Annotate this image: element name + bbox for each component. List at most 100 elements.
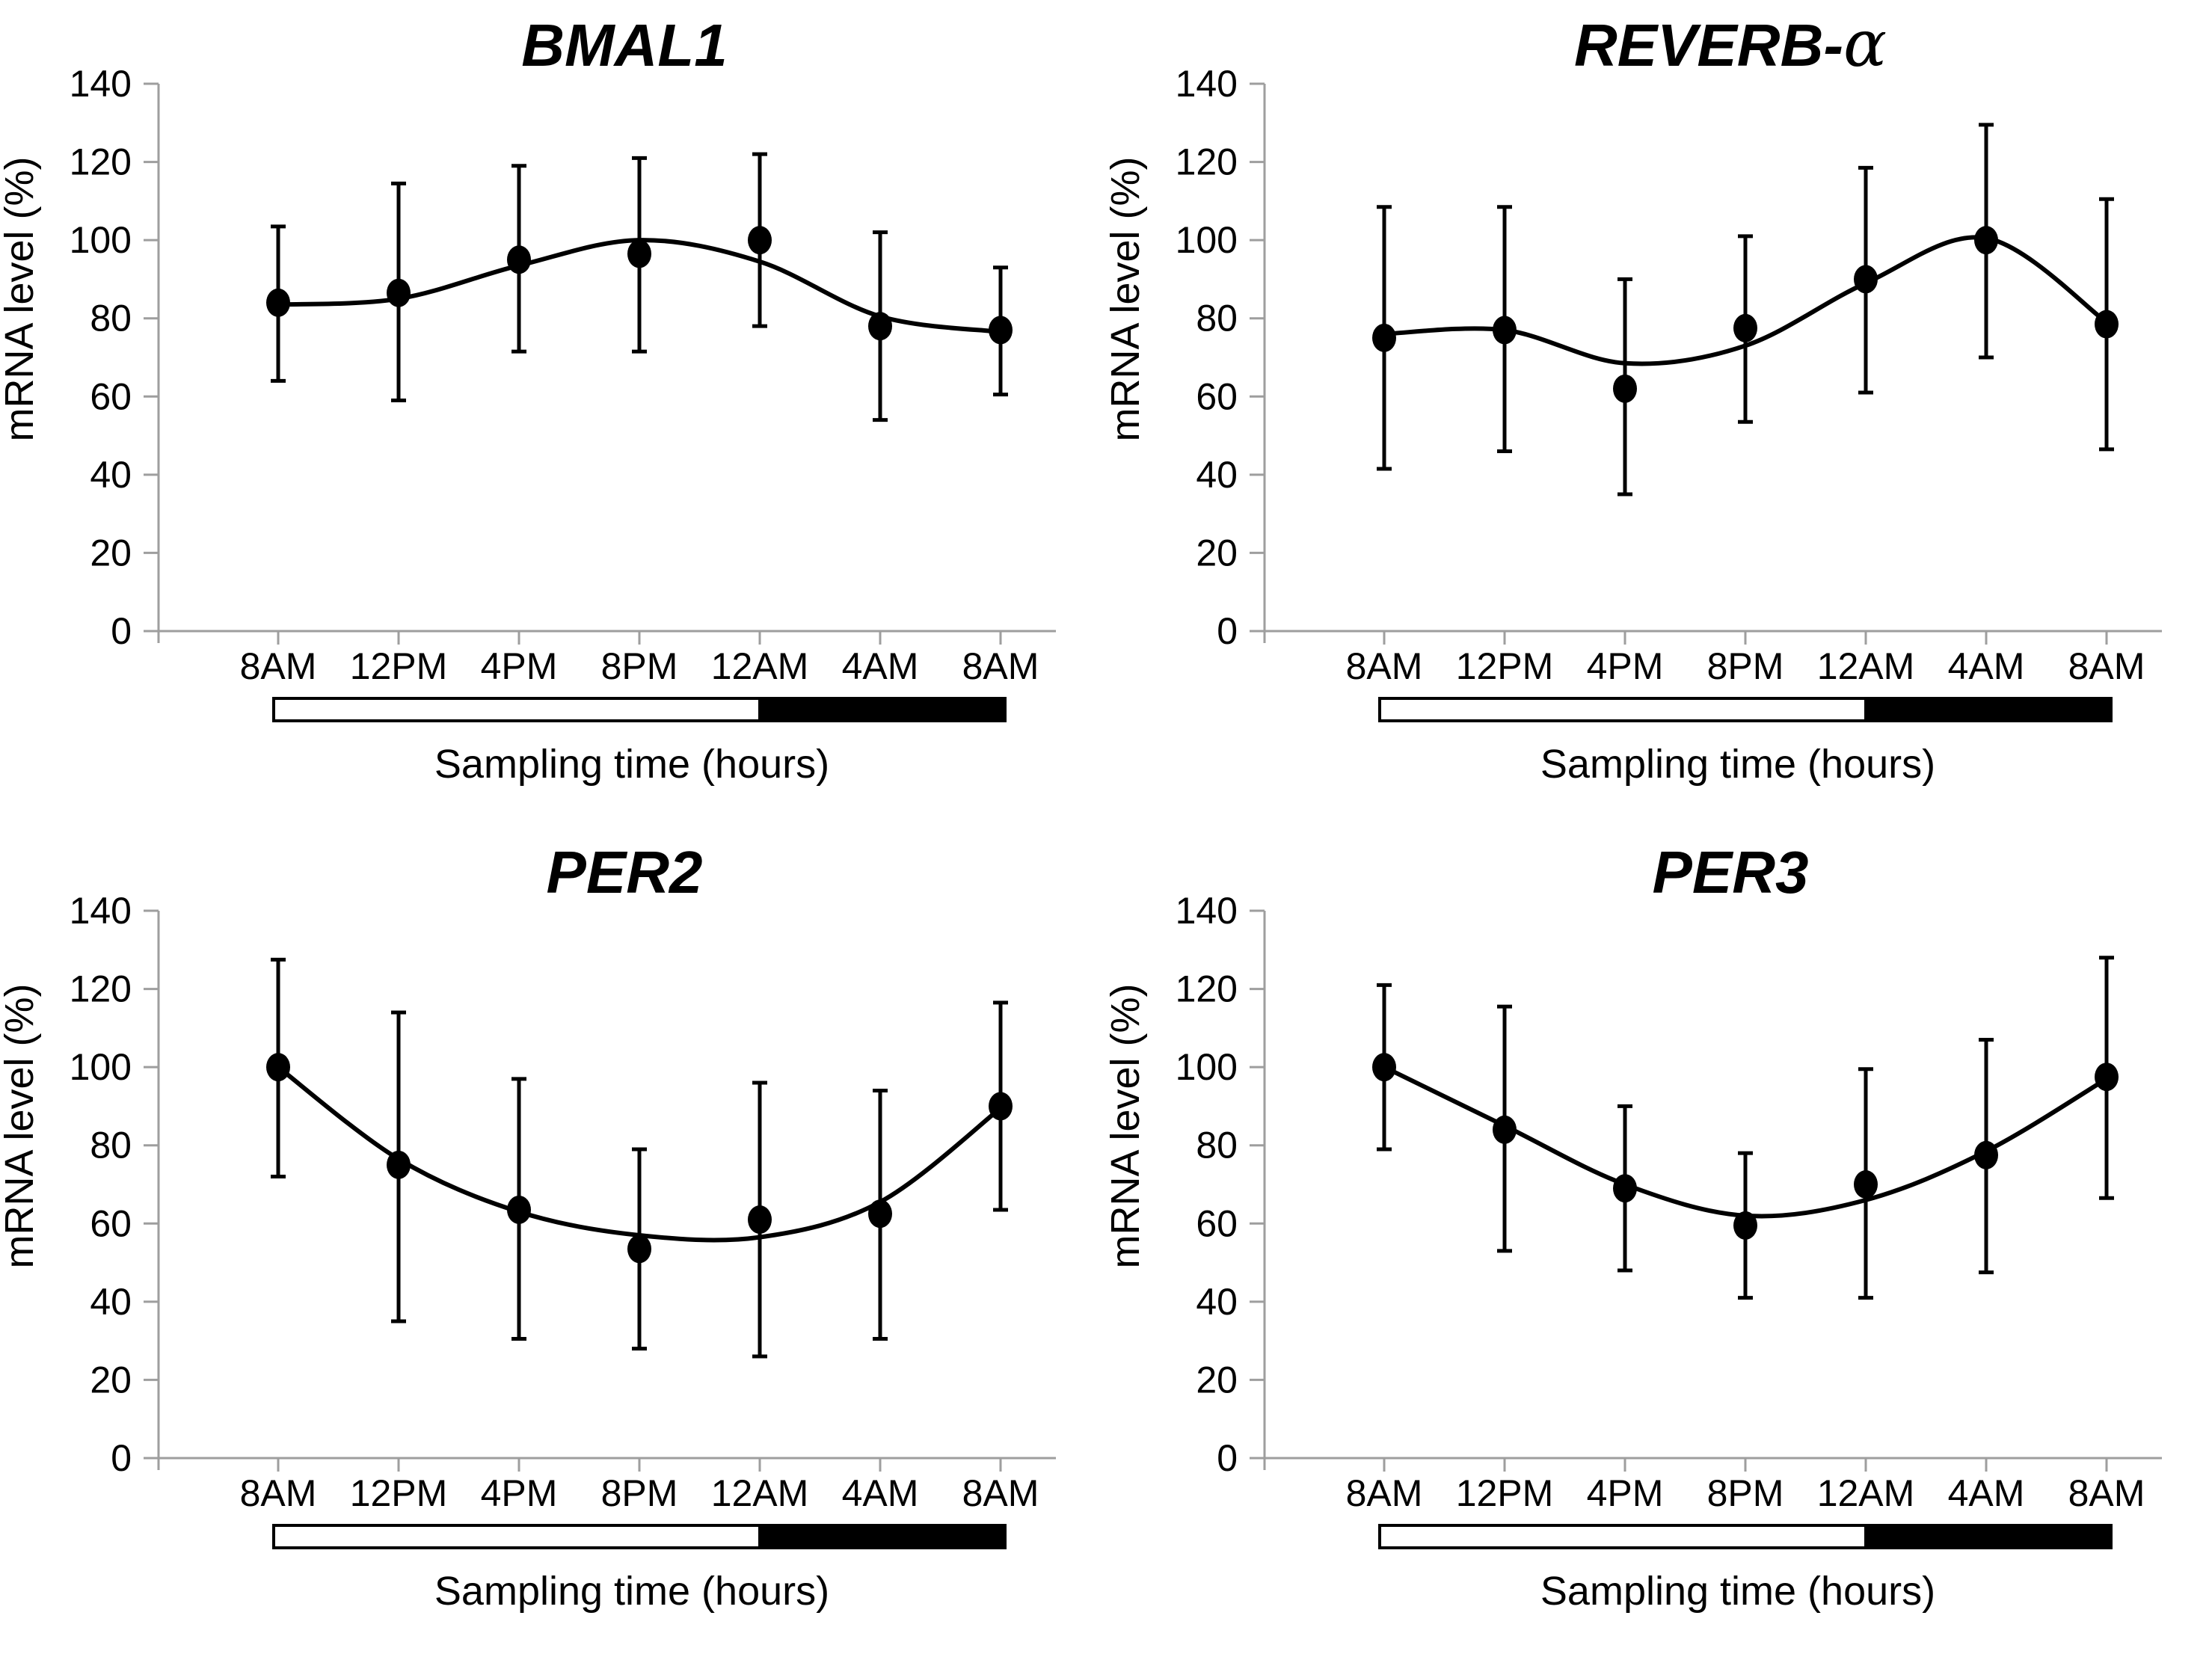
- x-tick-label: 8AM: [2068, 1472, 2145, 1514]
- panel-per2: PER2 0 20 40 60 80 100 120 140 8AM 12PM 4PM 8PM 12AM 4…: [0, 827, 1106, 1654]
- y-tick-label: 100: [70, 1046, 132, 1088]
- x-tick-label: 8AM: [962, 645, 1039, 687]
- x-tick-label: 8AM: [1346, 1472, 1423, 1514]
- data-point: [507, 1195, 531, 1224]
- y-tick-label: 140: [70, 63, 132, 105]
- panel-title: PER2: [547, 839, 703, 906]
- data-point: [627, 239, 651, 268]
- y-tick-label: 20: [1196, 1359, 1238, 1401]
- y-tick-label: 80: [90, 1125, 132, 1166]
- per3-chart: PER3 0 20 40 60 80 100 120 140 8AM 12PM 4PM 8PM 12AM 4…: [1106, 839, 2162, 1614]
- y-tick-label: 140: [1176, 890, 1238, 932]
- x-tick-label: 8PM: [601, 1472, 678, 1514]
- x-axis-title: Sampling time (hours): [1540, 742, 1935, 787]
- y-tick-label: 80: [90, 298, 132, 339]
- data-point: [1372, 323, 1396, 352]
- x-axis-title: Sampling time (hours): [1540, 1569, 1935, 1614]
- y-tick-label: 120: [1176, 141, 1238, 183]
- x-tick-label: 12AM: [711, 645, 809, 687]
- data-point: [1733, 313, 1757, 342]
- x-tick-label: 4PM: [481, 1472, 558, 1514]
- y-tick-label: 80: [1196, 1125, 1238, 1166]
- x-tick-label: 12PM: [350, 645, 448, 687]
- x-tick-label: 4AM: [1948, 645, 2025, 687]
- panel-title: PER3: [1653, 839, 1809, 906]
- x-tick-label: 12AM: [1817, 645, 1915, 687]
- x-tick-label: 12PM: [1456, 1472, 1554, 1514]
- x-tick-label: 4AM: [1948, 1472, 2025, 1514]
- data-point: [1613, 374, 1637, 403]
- y-tick-label: 80: [1196, 298, 1238, 339]
- y-tick-label: 0: [111, 610, 132, 652]
- x-tick-label: 12AM: [711, 1472, 809, 1514]
- data-point: [1854, 1170, 1878, 1199]
- data-point: [627, 1235, 651, 1264]
- panel-title-main: REVERB-: [1574, 12, 1843, 79]
- reverb-alpha-chart: REVERB-α 0 20 40 60 80 100 120 140 8AM 12PM 4PM 8PM 1…: [1106, 7, 2162, 787]
- x-tick-label: 4PM: [481, 645, 558, 687]
- data-point: [507, 245, 531, 274]
- x-tick-label: 8PM: [601, 645, 678, 687]
- data-point: [2095, 1063, 2119, 1092]
- x-tick-label: 8AM: [240, 1472, 317, 1514]
- y-tick-label: 20: [90, 532, 132, 574]
- panel-bmal1: BMAL1 0 20 40 60 80 100 120 140 8AM 12PM 4PM 8PM 12AM…: [0, 0, 1106, 827]
- x-tick-label: 8AM: [1346, 645, 1423, 687]
- x-tick-label: 4AM: [842, 1472, 919, 1514]
- x-tick-label: 4PM: [1587, 1472, 1664, 1514]
- x-tick-label: 12PM: [1456, 645, 1554, 687]
- y-axis-title: mRNA level (%): [1106, 156, 1148, 441]
- panel-title: REVERB-α: [1574, 7, 1887, 82]
- x-tick-label: 8AM: [240, 645, 317, 687]
- y-tick-label: 20: [90, 1359, 132, 1401]
- data-point: [748, 1205, 772, 1235]
- data-point: [989, 1092, 1013, 1121]
- data-point: [1493, 1115, 1517, 1144]
- y-axis-title: mRNA level (%): [0, 983, 42, 1268]
- x-tick-label: 12AM: [1817, 1472, 1915, 1514]
- light-period-bar: [1378, 1524, 1867, 1549]
- data-point: [1974, 1140, 1998, 1169]
- y-tick-label: 60: [1196, 375, 1238, 417]
- data-point: [387, 278, 411, 307]
- y-tick-label: 40: [90, 1281, 132, 1323]
- x-tick-label: 8PM: [1707, 1472, 1784, 1514]
- data-point: [868, 312, 892, 341]
- y-tick-label: 120: [1176, 968, 1238, 1010]
- dark-period-bar: [758, 1524, 1007, 1549]
- panel-reverb-alpha: REVERB-α 0 20 40 60 80 100 120 140 8AM 12PM 4PM 8PM 1…: [1106, 0, 2212, 827]
- per2-chart: PER2 0 20 40 60 80 100 120 140 8AM 12PM 4PM 8PM 12AM 4…: [0, 839, 1056, 1614]
- y-tick-label: 60: [90, 375, 132, 417]
- y-tick-label: 0: [1217, 1437, 1238, 1479]
- data-point: [868, 1199, 892, 1229]
- x-tick-label: 12PM: [350, 1472, 448, 1514]
- data-point: [1733, 1211, 1757, 1240]
- x-axis-title: Sampling time (hours): [434, 1569, 829, 1614]
- data-point: [1974, 226, 1998, 255]
- x-tick-label: 8AM: [962, 1472, 1039, 1514]
- data-point: [1854, 265, 1878, 294]
- y-tick-label: 20: [1196, 532, 1238, 574]
- y-tick-label: 100: [1176, 219, 1238, 261]
- y-tick-label: 0: [111, 1437, 132, 1479]
- panel-title-greek: α: [1843, 7, 1887, 82]
- data-point: [1372, 1053, 1396, 1082]
- y-tick-label: 60: [1196, 1202, 1238, 1244]
- y-tick-label: 140: [1176, 63, 1238, 105]
- data-point: [1493, 316, 1517, 345]
- y-tick-label: 140: [70, 890, 132, 932]
- y-tick-label: 100: [70, 219, 132, 261]
- x-axis-title: Sampling time (hours): [434, 742, 829, 787]
- panel-title-main: BMAL1: [521, 12, 728, 79]
- y-axis-title: mRNA level (%): [1106, 983, 1148, 1268]
- y-tick-label: 40: [90, 454, 132, 496]
- dark-period-bar: [758, 697, 1007, 722]
- dark-period-bar: [1864, 697, 2113, 722]
- panel-title-main: PER2: [547, 839, 703, 906]
- panel-title-main: PER3: [1653, 839, 1809, 906]
- x-tick-label: 4PM: [1587, 645, 1664, 687]
- data-point: [2095, 310, 2119, 339]
- x-tick-label: 8PM: [1707, 645, 1784, 687]
- y-tick-label: 120: [70, 141, 132, 183]
- data-point: [748, 226, 772, 255]
